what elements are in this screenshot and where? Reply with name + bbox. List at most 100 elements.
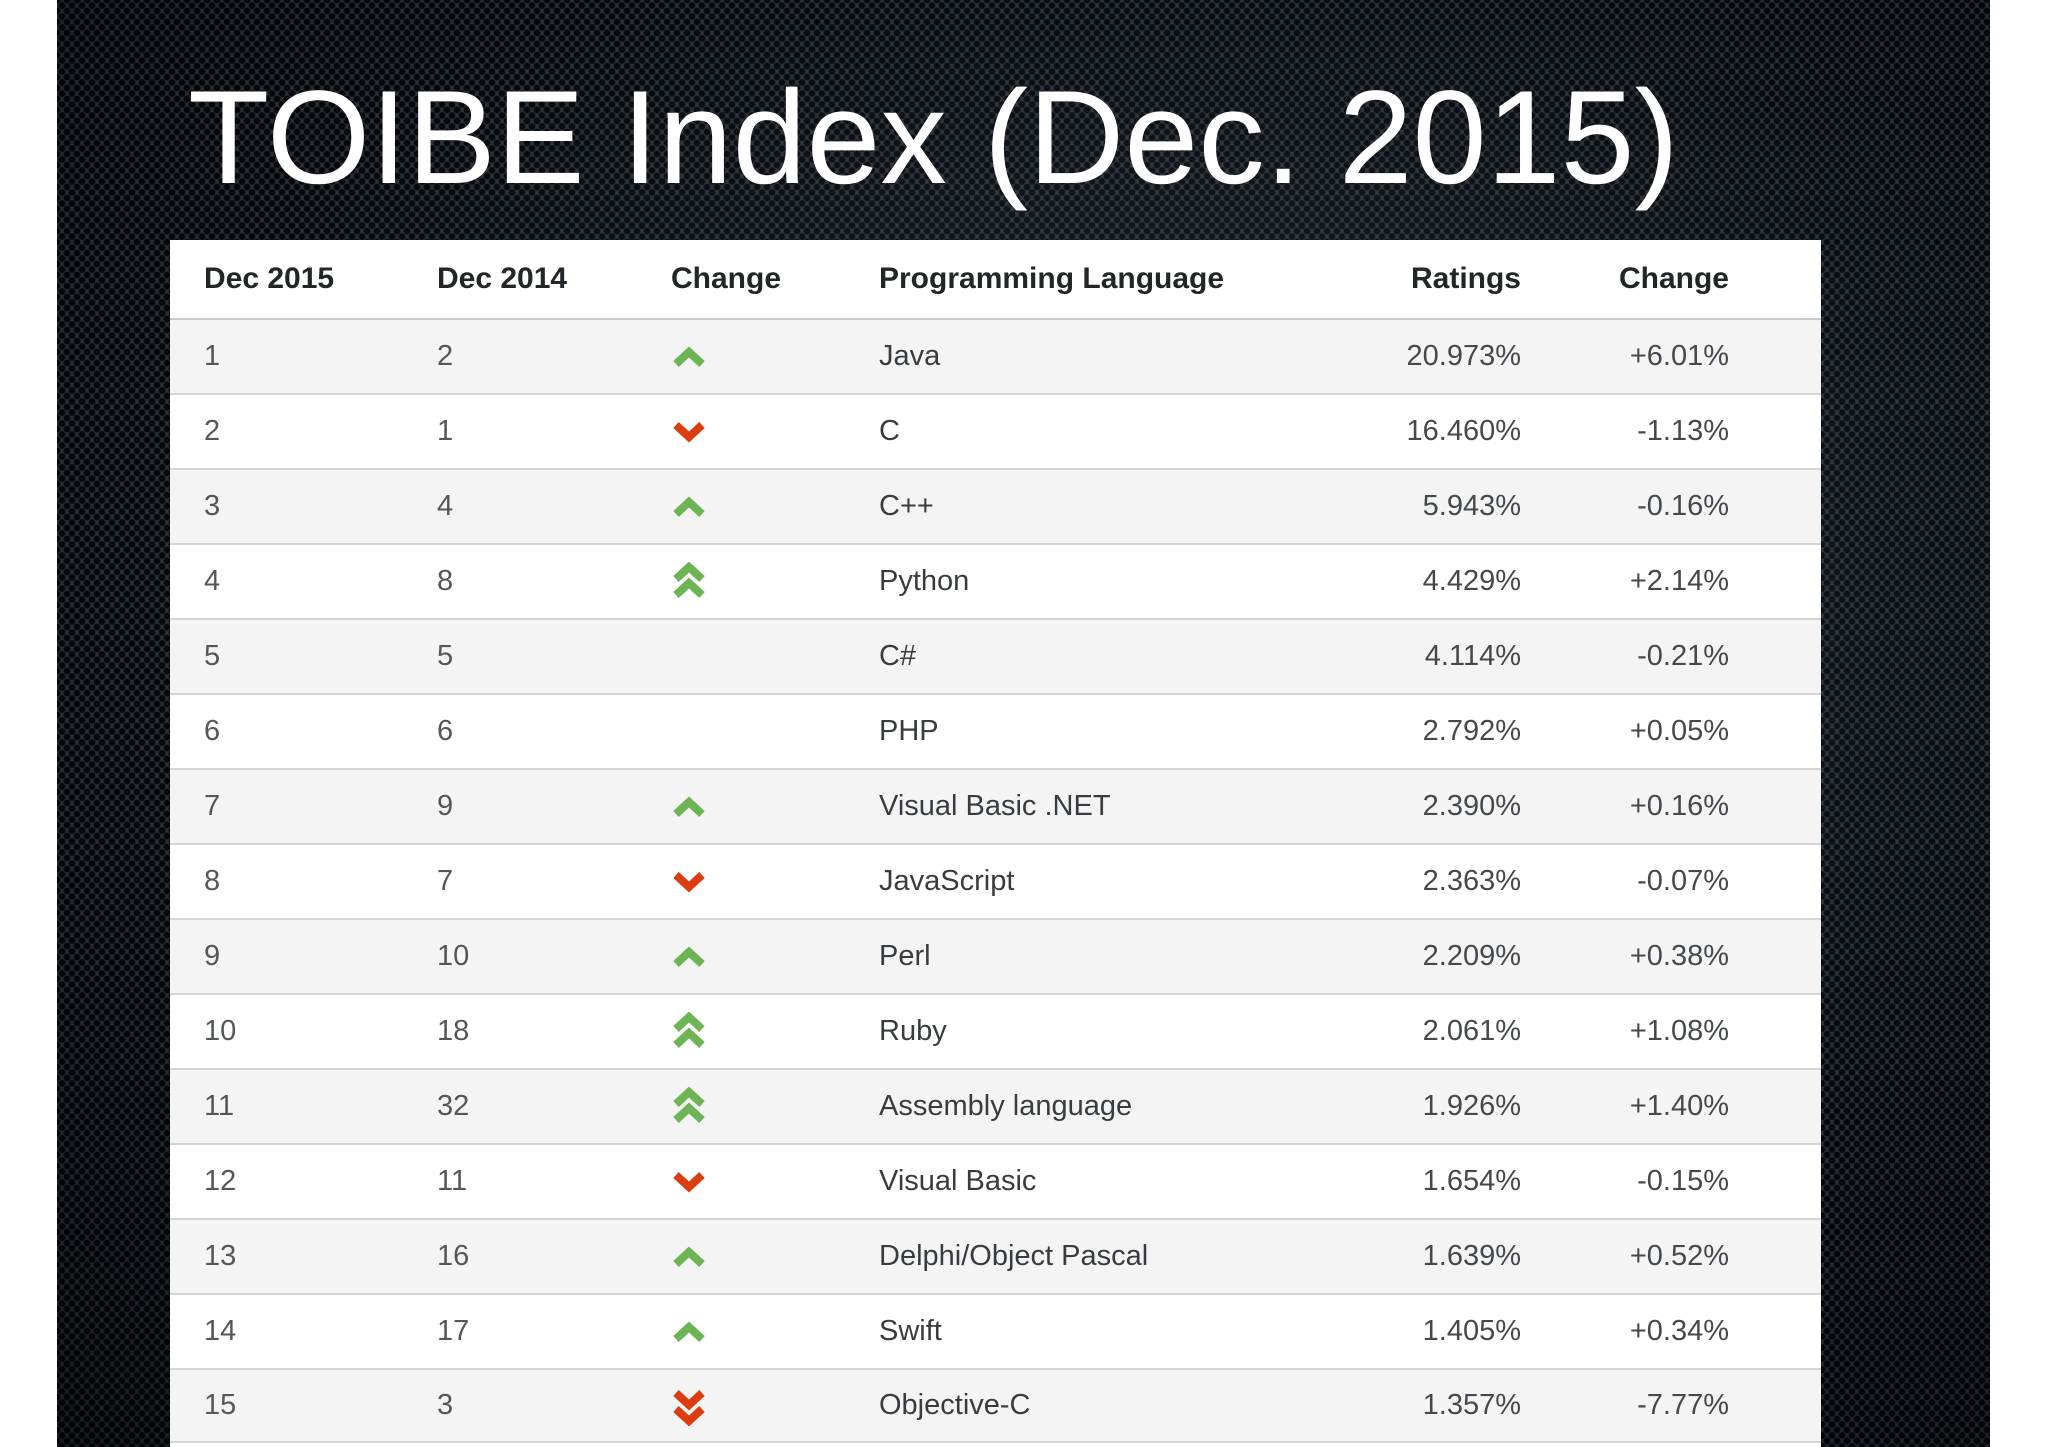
rank-cell: 10 (204, 1015, 237, 1047)
rank-cell: 13 (204, 1240, 237, 1272)
slide-title: TOIBE Index (Dec. 2015) (188, 64, 1679, 212)
header-cell-dec-2015: Dec 2015 (204, 262, 335, 295)
language-cell: Assembly language (879, 1090, 1133, 1122)
down-arrow-icon (673, 871, 705, 892)
ratings-cell: 1.654% (1422, 1165, 1521, 1197)
delta-cell: +0.16% (1629, 790, 1729, 822)
ratings-cell: 5.943% (1422, 490, 1521, 522)
rank-cell: 6 (204, 715, 221, 747)
prev-rank-cell: 32 (437, 1090, 470, 1122)
prev-rank-cell: 5 (437, 640, 454, 672)
ratings-cell: 4.429% (1422, 565, 1521, 597)
header-cell-change-arrow: Change (671, 262, 782, 295)
prev-rank-cell: 7 (437, 865, 454, 897)
up-arrow-icon (673, 1321, 705, 1342)
language-cell: Delphi/Object Pascal (879, 1240, 1149, 1272)
up-arrow-icon (673, 346, 705, 367)
change-icon-cell (637, 470, 845, 543)
prev-rank-cell: 3 (437, 1389, 454, 1421)
double-up-arrow-icon (673, 1011, 705, 1048)
delta-cell: -0.16% (1637, 490, 1729, 522)
change-icon-cell (637, 1370, 845, 1441)
down-arrow-icon (673, 421, 705, 442)
delta-cell: +1.08% (1629, 1015, 1729, 1047)
rank-cell: 1 (204, 340, 221, 372)
table-body: 1 2 Java 20.973% +6.01% 2 1 C 16.460% -1… (170, 318, 1821, 1443)
language-cell: Ruby (879, 1015, 947, 1047)
table-row: 6 6 PHP 2.792% +0.05% (170, 693, 1821, 768)
change-icon-cell (637, 920, 845, 993)
table-row: 3 4 C++ 5.943% -0.16% (170, 468, 1821, 543)
table-row: 13 16 Delphi/Object Pascal 1.639% +0.52% (170, 1218, 1821, 1293)
rank-cell: 4 (204, 565, 221, 597)
language-cell: PHP (879, 715, 939, 747)
language-cell: Visual Basic (879, 1165, 1037, 1197)
delta-cell: +0.38% (1629, 940, 1729, 972)
prev-rank-cell: 18 (437, 1015, 470, 1047)
prev-rank-cell: 17 (437, 1315, 470, 1347)
delta-cell: -0.07% (1637, 865, 1729, 897)
prev-rank-cell: 9 (437, 790, 454, 822)
ratings-cell: 2.209% (1422, 940, 1521, 972)
table-row: 7 9 Visual Basic .NET 2.390% +0.16% (170, 768, 1821, 843)
ratings-cell: 2.792% (1422, 715, 1521, 747)
change-icon-cell (637, 1070, 845, 1143)
rank-cell: 9 (204, 940, 221, 972)
change-icon-cell (637, 620, 845, 693)
table-row: 15 3 Objective-C 1.357% -7.77% (170, 1368, 1821, 1443)
delta-cell: -0.21% (1637, 640, 1729, 672)
table-row: 11 32 Assembly language 1.926% +1.40% (170, 1068, 1821, 1143)
table-header-row: Dec 2015 Dec 2014 Change Programming Lan… (170, 240, 1821, 318)
header-cell-ratings: Ratings (1410, 262, 1521, 295)
double-down-arrow-icon (673, 1389, 705, 1426)
table-row: 1 2 Java 20.973% +6.01% (170, 318, 1821, 393)
header-cell-dec-2014: Dec 2014 (437, 262, 568, 295)
ratings-cell: 2.061% (1422, 1015, 1521, 1047)
delta-cell: -7.77% (1637, 1389, 1729, 1421)
down-arrow-icon (673, 1171, 705, 1192)
rank-cell: 5 (204, 640, 221, 672)
table-row: 5 5 C# 4.114% -0.21% (170, 618, 1821, 693)
double-up-arrow-icon (673, 1086, 705, 1123)
ratings-cell: 16.460% (1406, 415, 1522, 447)
change-icon-cell (637, 1145, 845, 1218)
ratings-cell: 20.973% (1406, 340, 1522, 372)
ratings-cell: 1.639% (1422, 1240, 1521, 1272)
language-cell: C# (879, 640, 917, 672)
delta-cell: +0.52% (1629, 1240, 1729, 1272)
change-icon-cell (637, 545, 845, 618)
rank-cell: 15 (204, 1389, 237, 1421)
ratings-cell: 1.405% (1422, 1315, 1521, 1347)
rank-cell: 14 (204, 1315, 237, 1347)
delta-cell: +0.05% (1629, 715, 1729, 747)
language-cell: Perl (879, 940, 931, 972)
prev-rank-cell: 10 (437, 940, 470, 972)
header-cell-programming-language: Programming Language (879, 262, 1225, 295)
up-arrow-icon (673, 1246, 705, 1267)
prev-rank-cell: 2 (437, 340, 454, 372)
change-icon-cell (637, 395, 845, 468)
change-icon-cell (637, 320, 845, 393)
delta-cell: +6.01% (1629, 340, 1729, 372)
prev-rank-cell: 4 (437, 490, 454, 522)
tiobe-table: Dec 2015 Dec 2014 Change Programming Lan… (170, 240, 1821, 1447)
rank-cell: 8 (204, 865, 221, 897)
prev-rank-cell: 8 (437, 565, 454, 597)
table-row: 8 7 JavaScript 2.363% -0.07% (170, 843, 1821, 918)
slide-background: TOIBE Index (Dec. 2015) Dec 2015 Dec 201… (57, 0, 1990, 1447)
change-icon-cell (637, 995, 845, 1068)
language-cell: Visual Basic .NET (879, 790, 1111, 822)
delta-cell: -0.15% (1637, 1165, 1729, 1197)
table-row: 10 18 Ruby 2.061% +1.08% (170, 993, 1821, 1068)
change-icon-cell (637, 845, 845, 918)
prev-rank-cell: 6 (437, 715, 454, 747)
table-row: 4 8 Python 4.429% +2.14% (170, 543, 1821, 618)
ratings-cell: 2.363% (1422, 865, 1521, 897)
rank-cell: 7 (204, 790, 221, 822)
change-icon-cell (637, 770, 845, 843)
prev-rank-cell: 11 (437, 1165, 468, 1197)
prev-rank-cell: 16 (437, 1240, 470, 1272)
language-cell: Java (879, 340, 941, 372)
up-arrow-icon (673, 496, 705, 517)
